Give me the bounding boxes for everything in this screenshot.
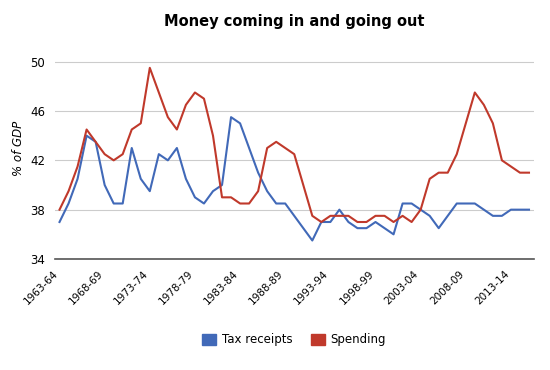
Title: Money coming in and going out: Money coming in and going out (164, 14, 425, 29)
Legend: Tax receipts, Spending: Tax receipts, Spending (202, 333, 386, 346)
Y-axis label: % of GDP: % of GDP (12, 120, 25, 176)
